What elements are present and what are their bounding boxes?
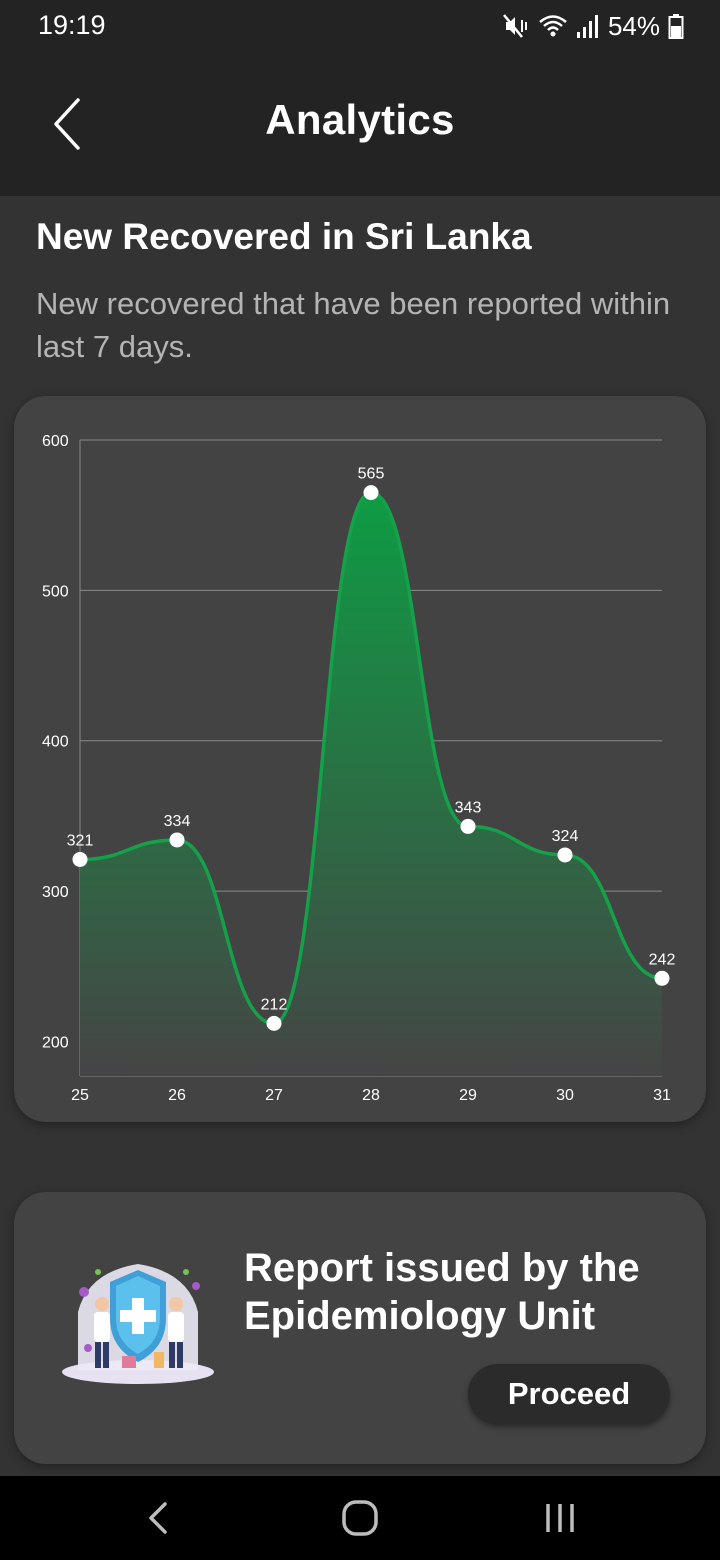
page-title: Analytics [265,96,455,143]
doctors-shield-illustration [62,1264,214,1384]
y-tick-label: 200 [42,1034,69,1051]
x-tick-label: 25 [71,1087,89,1104]
nav-recents-icon [546,1504,574,1532]
data-label: 565 [358,466,385,483]
data-label: 212 [261,996,288,1013]
section-subtitle: New recovered that have been reported wi… [36,286,671,364]
x-tick-label: 26 [168,1087,186,1104]
x-tick-label: 29 [459,1087,477,1104]
system-nav-bar [0,1476,720,1560]
battery-percent: 54% [607,10,660,41]
report-card: Report issued by the Epidemiology Unit P… [14,1192,706,1464]
y-tick-label: 500 [42,583,69,600]
chart-series-line [79,490,663,1026]
chart-area-fill [80,492,662,1076]
proceed-button[interactable]: Proceed [468,1364,670,1424]
chevron-left-icon [54,98,80,150]
nav-back-icon [149,1502,167,1534]
signal-icon [576,15,598,38]
data-point [654,970,670,986]
data-label: 242 [649,951,676,968]
status-bar: 19:19 54% [0,0,720,52]
back-button[interactable] [40,84,96,164]
data-point [169,832,185,848]
data-label: 343 [455,799,482,816]
data-label: 321 [67,832,94,849]
x-tick-label: 31 [653,1087,671,1104]
data-label: 334 [164,813,191,830]
wifi-icon [539,15,567,37]
chart-card: 200 300 400 500 600 25 26 27 28 29 30 31 321 334 212 56… [14,396,706,1122]
data-point [266,1015,282,1031]
nav-home-button[interactable] [300,1476,420,1560]
report-text: Report issued by the Epidemiology Unit [244,1246,640,1338]
x-tick-label: 28 [362,1087,380,1104]
status-time: 19:19 [38,10,106,40]
recovered-chart: 200 300 400 500 600 25 26 27 28 29 30 31 321 334 212 56… [42,433,676,1104]
status-icons: 54% [502,10,684,42]
x-tick-label: 30 [556,1087,574,1104]
data-point [363,485,379,501]
section-title: New Recovered in Sri Lanka [36,216,532,257]
mute-vibrate-icon [502,14,527,38]
data-point [460,818,476,834]
battery-icon [668,14,684,39]
nav-back-button[interactable] [98,1476,218,1560]
data-label: 324 [552,828,579,845]
y-tick-label: 600 [42,433,69,450]
nav-recents-button[interactable] [500,1476,620,1560]
nav-home-icon [342,1500,378,1536]
data-point [557,847,573,863]
y-tick-label: 400 [42,734,69,751]
y-tick-label: 300 [42,884,69,901]
data-point [72,851,88,867]
app-bar: Analytics [0,52,720,196]
x-tick-label: 27 [265,1087,283,1104]
